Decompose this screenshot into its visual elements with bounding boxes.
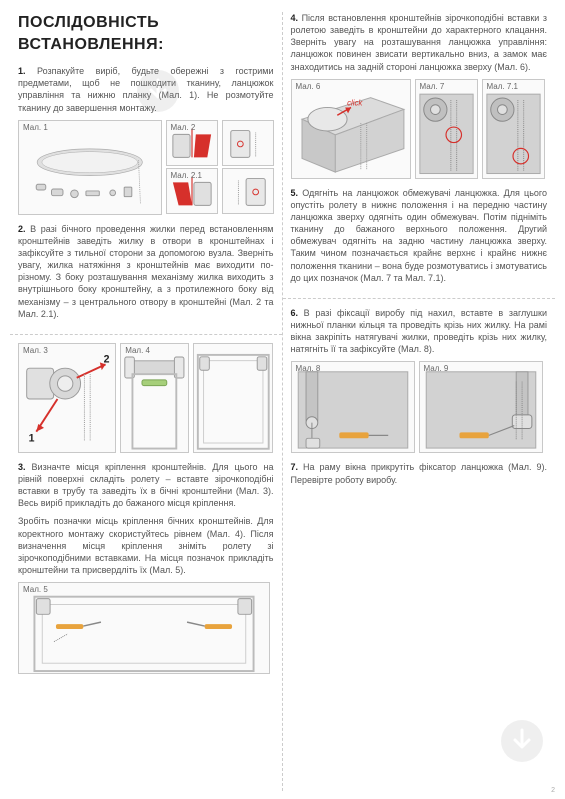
- figure-label: Мал. 7.1: [487, 82, 518, 93]
- figure-label: Мал. 1: [23, 123, 48, 134]
- fig9-svg: [420, 362, 542, 452]
- figure-row-2: Мал. 3 2 1 Мал. 4: [18, 343, 274, 453]
- fig2b-svg: [223, 121, 273, 165]
- figure-label: Мал. 2.1: [171, 171, 202, 182]
- fig5-svg: [19, 583, 269, 673]
- paragraph-7: 7. На раму вікна прикрутіть фіксатор лан…: [291, 461, 548, 485]
- figure-label: Мал. 2: [171, 123, 196, 134]
- figure-label: Мал. 7: [420, 82, 445, 93]
- figure-9: Мал. 9: [419, 361, 543, 453]
- figure-2b: [222, 120, 274, 166]
- click-label: click: [347, 98, 363, 107]
- fig6-svg: click: [292, 80, 410, 178]
- figure-label: Мал. 5: [23, 585, 48, 596]
- fig4-svg: [121, 344, 188, 452]
- page-number: 2: [551, 786, 555, 795]
- watermark-icon: [499, 718, 545, 764]
- figure-7-1: Мал. 7.1: [482, 79, 545, 179]
- figure-row-4: Мал. 6 click Мал. 7: [291, 79, 548, 179]
- callout-1: 1: [29, 432, 35, 444]
- figure-1: Мал. 1: [18, 120, 162, 215]
- figure-label: Мал. 8: [296, 364, 321, 375]
- fig1-svg: [19, 121, 161, 214]
- fig3-svg: 2 1: [19, 344, 115, 452]
- figure-6: Мал. 6 click: [291, 79, 411, 179]
- figure-2: Мал. 2: [166, 120, 218, 166]
- separator: [283, 298, 556, 299]
- figure-7: Мал. 7: [415, 79, 478, 179]
- watermark-icon: [135, 68, 181, 114]
- callout-2: 2: [104, 353, 110, 365]
- paragraph-2: 2. В разі бічного проведення жилки перед…: [18, 223, 274, 320]
- figure-4b: [193, 343, 274, 453]
- fig21b-svg: [223, 169, 273, 213]
- paragraph-3b: Зробіть позначки місць кріплення бічних …: [18, 515, 274, 576]
- fig8-svg: [292, 362, 414, 452]
- figure-label: Мал. 9: [424, 364, 449, 375]
- separator: [10, 334, 282, 335]
- figure-row-5: Мал. 8 Мал. 9: [291, 361, 548, 453]
- paragraph-6: 6. В разі фіксації виробу під нахил, вст…: [291, 307, 548, 356]
- figure-row-1: Мал. 1 Мал. 2: [18, 120, 274, 215]
- page-title: ПОСЛІДОВНІСТЬ ВСТАНОВЛЕННЯ:: [18, 12, 274, 55]
- figure-label: Мал. 4: [125, 346, 150, 357]
- fig71-svg: [483, 80, 544, 178]
- left-column: ПОСЛІДОВНІСТЬ ВСТАНОВЛЕННЯ: 1. Розпакуйт…: [10, 12, 283, 791]
- paragraph-5: 5. Одягніть на ланцюжок обмежувачі ланцю…: [291, 187, 548, 284]
- fig4b-svg: [194, 344, 273, 452]
- paragraph-4: 4. Після встановлення кронштейнів зірочк…: [291, 12, 548, 73]
- figure-label: Мал. 3: [23, 346, 48, 357]
- figure-5: Мал. 5: [18, 582, 270, 674]
- figure-21b: [222, 168, 274, 214]
- right-column: 4. Після встановлення кронштейнів зірочк…: [283, 12, 556, 791]
- figure-2-1: Мал. 2.1: [166, 168, 218, 214]
- figure-3: Мал. 3 2 1: [18, 343, 116, 453]
- figure-label: Мал. 6: [296, 82, 321, 93]
- figure-row-3: Мал. 5: [18, 582, 274, 674]
- paragraph-3a: 3. Визначте місця кріплення кронштейнів.…: [18, 461, 274, 510]
- figure-8: Мал. 8: [291, 361, 415, 453]
- figure-4: Мал. 4: [120, 343, 189, 453]
- fig7-svg: [416, 80, 477, 178]
